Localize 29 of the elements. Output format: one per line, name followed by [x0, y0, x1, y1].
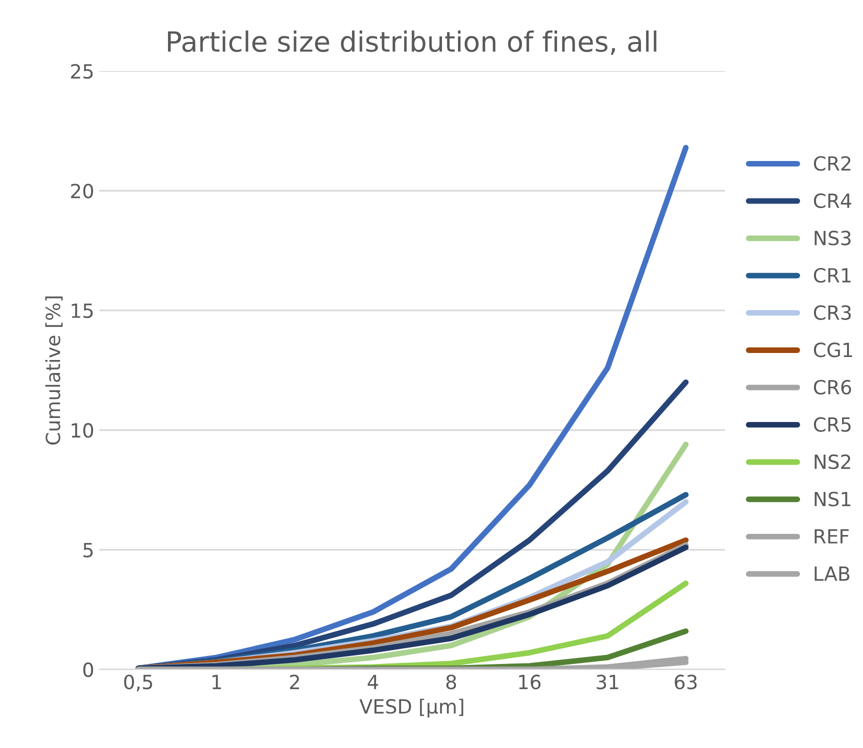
- legend-label: LAB: [814, 566, 850, 581]
- y-tick-label: 20: [71, 184, 94, 198]
- legend-label: REF: [814, 529, 849, 544]
- y-tick-label: 5: [84, 542, 93, 558]
- y-tick-label: 25: [71, 64, 93, 79]
- y-tick-label: 0: [83, 662, 94, 678]
- legend-label: NS2: [814, 454, 850, 470]
- x-tick-label: 4: [368, 674, 378, 690]
- legend-label: NS1: [814, 492, 850, 506]
- x-tick-label: 1: [212, 674, 221, 690]
- x-tick-label: 16: [519, 674, 541, 690]
- x-tick-label: 8: [446, 674, 456, 690]
- legend-label: CR5: [814, 417, 851, 432]
- chart-title: Particle size distribution of fines, all: [168, 30, 656, 55]
- y-tick-label: 15: [72, 304, 93, 318]
- y-axis-title: Cumulative [%]: [45, 296, 63, 445]
- legend-label: CR2: [814, 156, 850, 171]
- x-tick-label: 0,5: [124, 674, 152, 692]
- legend-label: CR4: [814, 193, 852, 208]
- x-tick-label: 31: [596, 674, 618, 690]
- legend-label: CR3: [814, 305, 851, 320]
- legend-label: NS3: [814, 230, 851, 246]
- y-tick-label: 10: [72, 423, 94, 438]
- legend-label: CG1: [814, 342, 852, 358]
- legend-label: CR6: [814, 380, 852, 395]
- x-tick-label: 2: [290, 674, 300, 690]
- legend-label: CR1: [814, 268, 851, 283]
- x-tick-label: 63: [674, 674, 697, 690]
- x-axis-title: VESD [µm]: [359, 698, 464, 718]
